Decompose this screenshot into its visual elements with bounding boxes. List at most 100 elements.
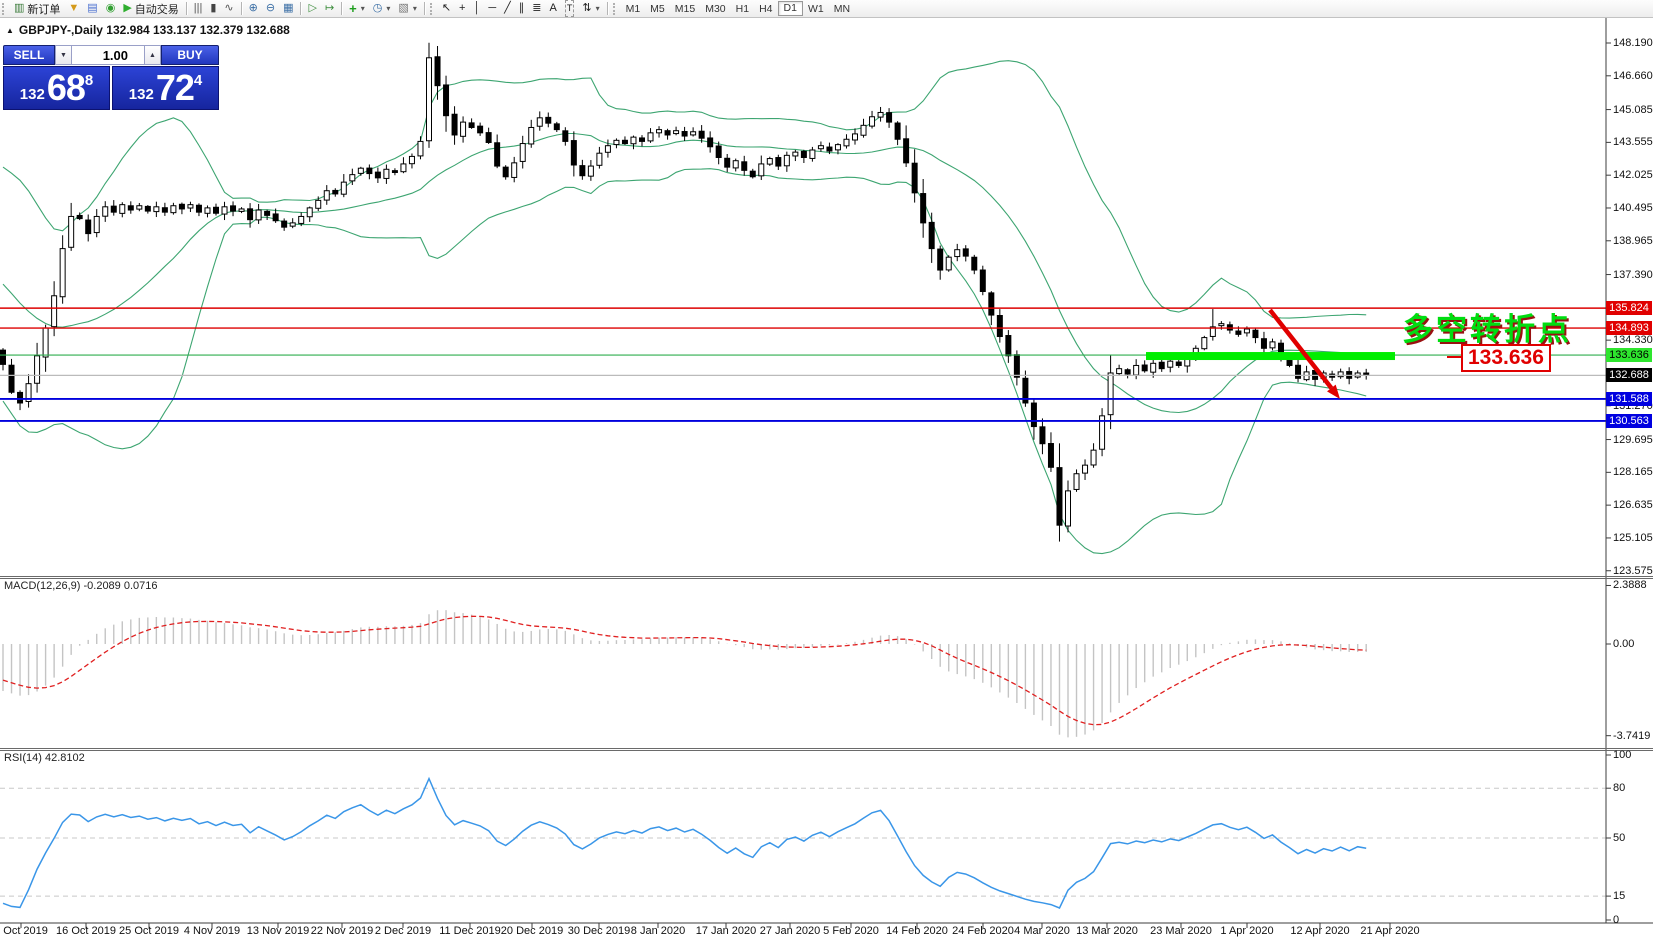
time-axis-label: 13 Mar 2020: [1076, 925, 1138, 937]
zoom-in-button[interactable]: ⊕: [245, 1, 262, 16]
zoom-out-button[interactable]: ⊖: [262, 1, 279, 16]
rsi-label: RSI(14) 42.8102: [4, 752, 85, 764]
arrows-button[interactable]: ⇅ ▾: [578, 1, 603, 16]
timeframe-m15-button[interactable]: M15: [674, 2, 696, 15]
timeframe-h1-button[interactable]: H1: [735, 2, 750, 15]
candlestick-icon: ▮: [210, 2, 217, 14]
zoom-in-icon: ⊕: [248, 2, 258, 14]
price-axis-tick: 142.025: [1613, 169, 1653, 182]
timeframe-m1-button[interactable]: M1: [625, 2, 641, 15]
text-button[interactable]: A: [546, 1, 561, 16]
sell-price-big: 68: [46, 67, 86, 108]
horizontal-line-icon: ─: [488, 2, 497, 14]
horizontal-line-button[interactable]: ─: [484, 1, 500, 16]
volume-increase-button[interactable]: ▲: [144, 45, 161, 65]
toolbar-separator: [606, 2, 608, 15]
time-axis-label: 30 Dec 2019: [567, 925, 631, 937]
toolbar-separator: [185, 2, 187, 15]
price-axis-tick: 138.965: [1613, 234, 1653, 247]
autotrading-button-label: 自动交易: [134, 3, 179, 16]
buy-price-small: 132: [128, 86, 154, 103]
fibonacci-icon: ≣: [532, 2, 542, 14]
buy-price-button[interactable]: 132 72 4: [112, 66, 219, 110]
time-axis-label: 7 Oct 2019: [0, 925, 48, 937]
time-axis-label: 13 Nov 2019: [246, 925, 310, 937]
label-button[interactable]: T: [561, 0, 579, 17]
buy-button[interactable]: BUY: [161, 45, 219, 65]
crosshair-button[interactable]: +: [455, 1, 469, 16]
price-badge-131.588: 131.588: [1606, 391, 1652, 406]
new-order-button-label: 新订单: [27, 3, 61, 16]
text-icon: A: [549, 2, 557, 14]
annotation-price-label[interactable]: 133.636: [1461, 344, 1551, 372]
price-axis-tick: 126.635: [1613, 499, 1653, 512]
autotrading-button[interactable]: ▶ 自动交易: [119, 1, 182, 16]
profiles-button[interactable]: ▼: [64, 1, 83, 16]
periods-button[interactable]: ◷ ▾: [369, 1, 395, 16]
sell-price-button[interactable]: 132 68 8: [3, 66, 110, 110]
sell-price-small: 132: [19, 86, 45, 103]
volume-decrease-button[interactable]: ▼: [55, 45, 72, 65]
time-axis-label: 12 Apr 2020: [1290, 925, 1350, 937]
toolbar-grip: [612, 2, 618, 15]
timeframe-m5-button[interactable]: M5: [650, 2, 665, 15]
templates-button[interactable]: ▧ ▾: [394, 1, 420, 16]
timeframe-d1-button[interactable]: D1: [777, 1, 803, 16]
template-icon: ▧: [398, 2, 409, 14]
time-axis-label: 16 Oct 2019: [56, 925, 116, 937]
main-toolbar: ▥ 新订单 ▼ ▤ ◉ ▶ 自动交易 ||| ▮ ∿ ⊕ ⊖ ▦ ▷ ↦ + ▾ ◷ ▾ ▧ ▾ ↖ + │ ─ ╱ ∥ ≣ A T ⇅ ▾ M…: [0, 0, 1653, 18]
signals-button[interactable]: ◉: [102, 1, 120, 16]
fibonacci-button[interactable]: ≣: [528, 1, 545, 16]
timeframe-mn-button[interactable]: MN: [833, 2, 851, 15]
macd-axis-tick: 0.00: [1613, 638, 1635, 650]
price-axis-tick: 123.575: [1613, 564, 1653, 577]
channel-button[interactable]: ∥: [515, 1, 529, 16]
macd-axis-tick: -3.7419: [1613, 729, 1651, 742]
annotation-text[interactable]: 多空转折点: [1402, 312, 1572, 347]
tile-windows-button[interactable]: ▦: [279, 1, 297, 16]
crosshair-icon: +: [459, 2, 466, 14]
timeframe-w1-button[interactable]: W1: [807, 2, 824, 15]
toolbar-separator: [341, 2, 343, 15]
price-axis-tick: 145.085: [1613, 103, 1653, 116]
bar-chart-button[interactable]: |||: [190, 1, 207, 16]
macd-axis-tick: 2.3888: [1613, 579, 1647, 592]
timeframe-m30-button[interactable]: M30: [705, 2, 726, 15]
trendline-button[interactable]: ╱: [500, 1, 515, 16]
toolbar-grip: [429, 2, 435, 15]
candlestick-button[interactable]: ▮: [206, 1, 220, 16]
time-axis-label: 21 Apr 2020: [1360, 925, 1420, 937]
auto-scroll-button[interactable]: ▷: [304, 1, 320, 16]
volume-input[interactable]: 1.00: [72, 45, 144, 65]
toolbar-separator: [240, 2, 242, 15]
chart-title-bar: ▲ GBPJPY-,Daily 132.984 133.137 132.379 …: [6, 23, 290, 37]
price-badge-132.688: 132.688: [1606, 368, 1652, 383]
time-axis-label: 14 Feb 2020: [886, 925, 948, 937]
price-axis-tick: 128.165: [1613, 466, 1653, 479]
price-axis-tick: 148.190: [1613, 37, 1653, 49]
cursor-icon: ↖: [441, 2, 452, 14]
collapse-triangle-icon[interactable]: ▲: [6, 25, 14, 35]
cursor-button[interactable]: ↖: [438, 1, 455, 16]
indicators-button[interactable]: + ▾: [345, 1, 369, 16]
price-axis-tick: 129.695: [1613, 433, 1653, 446]
arrows-icon: ⇅: [582, 2, 592, 14]
time-axis-label: 4 Mar 2020: [1014, 925, 1070, 937]
vertical-line-button[interactable]: │: [469, 1, 484, 16]
price-badge-134.893: 134.893: [1606, 321, 1652, 336]
toolbar-separator: [300, 2, 302, 15]
chart-shift-button[interactable]: ↦: [321, 1, 338, 16]
time-axis-label: 2 Dec 2019: [374, 925, 432, 937]
sell-button[interactable]: SELL: [3, 45, 55, 65]
price-axis-tick: 143.555: [1613, 136, 1653, 149]
new-order-button[interactable]: ▥ 新订单: [10, 1, 64, 16]
market-watch-button[interactable]: ▤: [83, 1, 101, 16]
time-axis-label: 27 Jan 2020: [759, 925, 821, 937]
timeframe-h4-button[interactable]: H4: [759, 2, 773, 15]
toolbar-separator: [423, 2, 425, 15]
dropdown-caret-icon: ▾: [412, 4, 417, 13]
tile-windows-icon: ▦: [283, 2, 294, 14]
macd-label: MACD(12,26,9) -0.2089 0.0716: [4, 580, 158, 592]
line-chart-button[interactable]: ∿: [220, 1, 237, 16]
